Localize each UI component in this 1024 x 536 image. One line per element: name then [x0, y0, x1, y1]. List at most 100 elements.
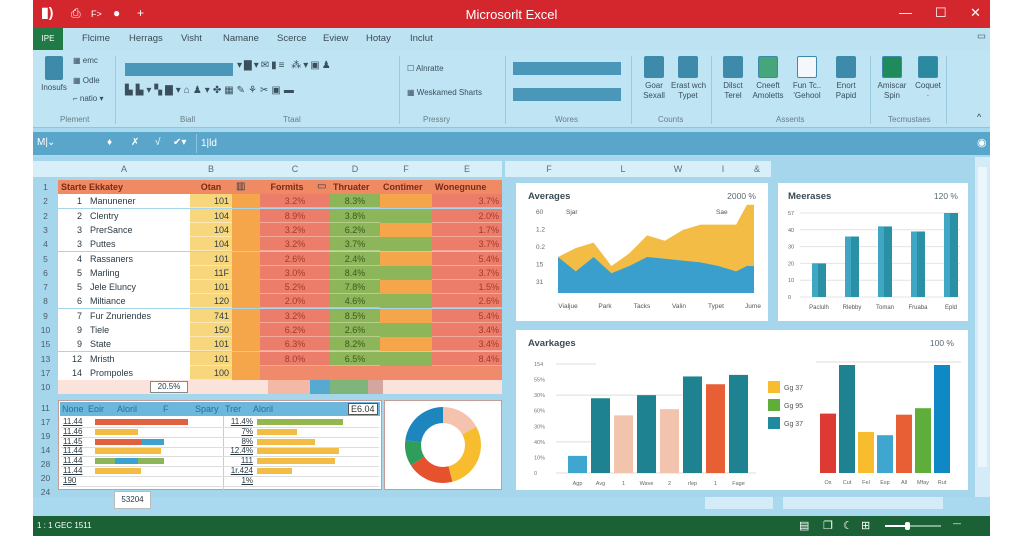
bar[interactable] — [915, 408, 931, 473]
cell-c[interactable]: 8.9% — [260, 208, 330, 223]
page-layout-icon[interactable]: ❐ — [823, 520, 833, 532]
row-header[interactable]: 15 — [40, 339, 51, 350]
cell-icon-col[interactable] — [232, 294, 260, 309]
function-icon[interactable]: √ — [155, 137, 161, 148]
cell-d[interactable]: 7.8% — [330, 280, 380, 295]
cell-f[interactable] — [380, 222, 432, 237]
plus-icon[interactable]: + — [137, 6, 145, 20]
maximize-button[interactable]: ☐ — [935, 5, 947, 20]
cell-d[interactable]: 6.2% — [330, 222, 380, 237]
cell-b[interactable]: 104 — [190, 237, 232, 252]
cell-b[interactable]: 104 — [190, 222, 232, 237]
cell-fill[interactable] — [368, 380, 383, 395]
cell-c[interactable]: 6.2% — [260, 323, 330, 337]
area-series-1[interactable] — [558, 257, 754, 293]
ribbon-button-assents[interactable]: Enort Papid — [829, 56, 863, 101]
cell-e[interactable]: 1.5% — [432, 280, 502, 295]
cell-f[interactable] — [380, 337, 432, 352]
enter-icon[interactable]: ✔▾ — [173, 137, 187, 148]
wores-field-2[interactable] — [513, 88, 621, 101]
tab-namane[interactable]: Namane — [223, 33, 259, 44]
row-header[interactable]: 2 — [43, 196, 48, 207]
cell-d[interactable]: 8.2% — [330, 337, 380, 352]
row-header[interactable]: 20 — [40, 473, 51, 483]
bar[interactable] — [706, 384, 725, 473]
cell-d[interactable]: 4.6% — [330, 294, 380, 309]
column-header[interactable]: B — [190, 161, 232, 177]
header-cell[interactable]: Thruater — [333, 182, 370, 192]
donut-slice[interactable] — [448, 426, 481, 482]
cell-b[interactable]: 11F — [190, 265, 232, 280]
bar[interactable] — [877, 435, 893, 473]
lower-header-label[interactable]: Aloril — [117, 404, 138, 414]
cell-icon-col[interactable] — [232, 337, 260, 352]
zoom-slider-thumb[interactable] — [905, 522, 911, 530]
tab-scerce[interactable]: Scerce — [277, 33, 307, 44]
bar[interactable] — [820, 413, 836, 473]
cell-b[interactable]: 741 — [190, 308, 232, 323]
save-icon[interactable]: ⎙ — [71, 6, 81, 20]
grid-icon[interactable]: ⊞ — [861, 520, 871, 532]
cell-f[interactable] — [380, 294, 432, 309]
cell-a[interactable] — [58, 337, 190, 352]
cell-b[interactable]: 101 — [190, 280, 232, 295]
lower-header-label[interactable]: F — [163, 404, 169, 414]
tab-visht[interactable]: Visht — [181, 33, 202, 44]
row-header[interactable]: 28 — [40, 459, 51, 469]
row-header[interactable]: 10 — [40, 325, 51, 335]
cell-e[interactable]: 3.7% — [432, 237, 502, 252]
ribbon-button-alnratte[interactable]: ☐ Alnratte — [407, 64, 444, 73]
column-header[interactable]: D — [330, 161, 380, 177]
column-header[interactable]: F — [505, 161, 593, 177]
cell-d[interactable]: 6.5% — [330, 351, 380, 366]
header-cell[interactable]: Wonegnune — [435, 182, 487, 192]
cell-c[interactable]: 2.0% — [260, 294, 330, 309]
name-box-dropdown-icon[interactable]: ⌄ — [47, 137, 56, 148]
cell-b[interactable]: 101 — [190, 337, 232, 352]
total-cell[interactable]: 20.5% — [150, 381, 188, 394]
format-toolbar-row-2[interactable]: ▙▙▾▚▇▾⌂♟▾✤▦✎⚘✂▣▬ — [125, 85, 297, 96]
font-name-dropdown[interactable] — [125, 63, 233, 76]
cell-f[interactable] — [380, 208, 432, 223]
cell-icon-col[interactable] — [232, 280, 260, 295]
wores-field-1[interactable] — [513, 62, 621, 75]
cell-a[interactable] — [58, 308, 190, 323]
ribbon-button-odle[interactable]: ▦ Odle — [73, 76, 100, 85]
cell-b[interactable]: 101 — [190, 351, 232, 366]
format-toolbar-row-1[interactable]: ▾▇▾✉▮≡ ⁂▾▣♟ — [237, 60, 333, 71]
row-header[interactable]: 4 — [43, 239, 48, 250]
row-header[interactable]: 10 — [40, 382, 51, 393]
cell-d[interactable]: 8.5% — [330, 308, 380, 323]
column-header[interactable]: A — [58, 161, 190, 177]
cell-e[interactable]: 3.7% — [432, 265, 502, 280]
cell-e[interactable]: 3.7% — [432, 194, 502, 209]
cancel-icon[interactable]: ✗ — [131, 137, 140, 148]
tab-flcime[interactable]: Flcime — [82, 33, 110, 44]
cell-b[interactable]: 150 — [190, 323, 232, 337]
cell-f[interactable] — [380, 237, 432, 252]
cell-e[interactable]: 2.0% — [432, 208, 502, 223]
expand-icon[interactable]: ◉ — [977, 137, 987, 149]
cell-a[interactable] — [58, 237, 190, 252]
cell-empty[interactable] — [260, 365, 502, 380]
cell-e[interactable]: 5.4% — [432, 308, 502, 323]
column-header[interactable]: C — [260, 161, 330, 177]
lower-header-label[interactable]: Aloril — [253, 404, 274, 414]
ribbon-button-assents[interactable]: Cneeft Amoletts — [751, 56, 785, 101]
row-header[interactable]: 7 — [43, 282, 48, 293]
cell-c[interactable]: 3.2% — [260, 308, 330, 323]
row-header[interactable]: 5 — [43, 253, 48, 264]
column-header[interactable]: & — [743, 161, 771, 177]
ribbon-button-weskamed-sharts[interactable]: ▦ Weskamed Sharts — [407, 88, 482, 97]
header-cell[interactable]: Formits — [270, 182, 304, 192]
close-button[interactable]: ✕ — [970, 5, 981, 20]
cell-c[interactable]: 3.2% — [260, 194, 330, 209]
ribbon-display-icon[interactable]: ▭ — [977, 31, 986, 42]
row-header[interactable]: 2 — [43, 210, 48, 221]
collapse-ribbon-icon[interactable]: ^ — [977, 112, 982, 122]
tab-hotay[interactable]: Hotay — [366, 33, 391, 44]
donut-slice[interactable] — [405, 440, 425, 466]
normal-view-icon[interactable]: ▤ — [799, 520, 810, 532]
column-header[interactable]: L — [593, 161, 653, 177]
cell-f[interactable] — [380, 351, 432, 366]
